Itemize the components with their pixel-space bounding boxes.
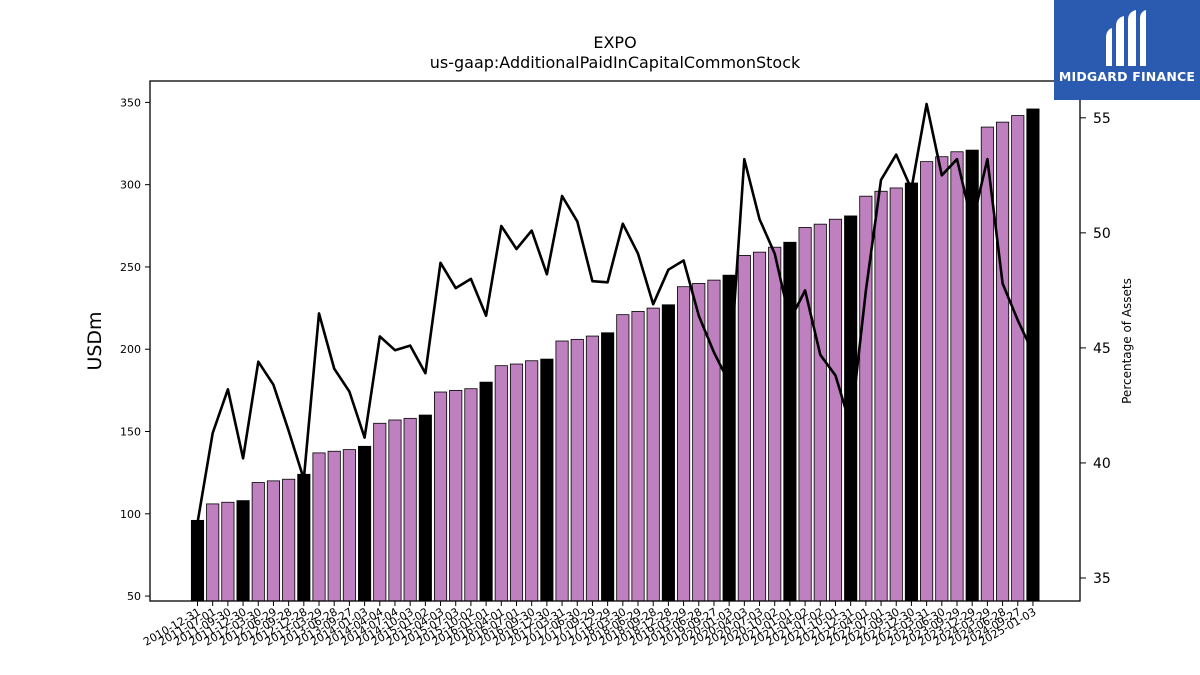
plot-frame: [149, 80, 1081, 602]
bar: [661, 304, 675, 602]
y-tick-label: 50: [127, 590, 141, 603]
bar: [904, 182, 918, 602]
bar: [752, 251, 767, 602]
y-tick-label: 100: [120, 508, 141, 521]
bar: [449, 389, 463, 602]
bar: [327, 450, 341, 602]
bar: [388, 419, 402, 602]
bar: [996, 121, 1010, 602]
y-axis-right: 35 40 45 50 55: [1080, 111, 1111, 587]
bar: [403, 417, 417, 602]
percentage-line: [196, 102, 1035, 524]
x-axis: 2010-12-312011-07-012011-09-302011-12-30…: [141, 601, 1038, 649]
bar: [737, 255, 751, 602]
bar: [965, 149, 979, 602]
bar: [236, 500, 250, 602]
bar: [935, 156, 949, 602]
bar: [190, 519, 205, 602]
bar: [509, 363, 524, 602]
bar: [616, 314, 630, 602]
bar: [1026, 108, 1040, 602]
y-tick-label: 150: [120, 426, 141, 439]
y2-tick-label: 50: [1093, 226, 1111, 242]
bar: [418, 414, 432, 602]
y-tick-label: 350: [120, 96, 141, 109]
y2-tick-label: 35: [1093, 571, 1111, 587]
bar: [889, 187, 903, 602]
y2-tick-label: 55: [1093, 111, 1111, 127]
chart-title: EXPO: [593, 33, 636, 52]
bar: [1011, 115, 1025, 602]
y-axis-label: USDm: [84, 311, 106, 370]
bar: [707, 279, 721, 602]
bar: [282, 478, 296, 602]
y-axis-left: 50 100 150 200 250 300 350: [120, 96, 150, 603]
bar: [464, 388, 478, 602]
bar: [768, 246, 782, 602]
bar: [358, 445, 372, 602]
bar: [373, 422, 387, 602]
chart-subtitle: us-gaap:AdditionalPaidInCapitalCommonSto…: [430, 53, 801, 72]
plot-border: [149, 80, 1081, 602]
bar: [206, 503, 220, 602]
brand-name: MIDGARD FINANCE: [1058, 69, 1196, 84]
bar: [525, 360, 539, 602]
y2-tick-label: 45: [1093, 341, 1111, 357]
bar: [920, 161, 934, 602]
bar: [646, 307, 660, 602]
bar: [312, 452, 326, 602]
brand-logo: MIDGARD FINANCE: [1054, 0, 1200, 100]
bar: [251, 482, 265, 602]
bar: [631, 310, 645, 602]
bar: [555, 340, 569, 602]
bar: [342, 449, 356, 602]
bar: [297, 473, 311, 602]
bar: [540, 358, 554, 602]
y2-tick-label: 40: [1093, 456, 1111, 472]
midgard-logo-icon: [1106, 10, 1146, 66]
bar: [570, 338, 584, 602]
bar: [479, 381, 493, 602]
bar: [266, 480, 280, 602]
line-series: [196, 102, 1035, 524]
bar: [798, 227, 812, 602]
bar: [433, 391, 448, 602]
y-tick-label: 300: [120, 179, 141, 192]
y-tick-label: 250: [120, 261, 141, 274]
bar: [950, 151, 964, 602]
bar: [494, 365, 508, 602]
bar: [813, 223, 827, 602]
bar: [828, 218, 843, 602]
bar: [692, 283, 706, 602]
bar: [874, 190, 888, 602]
bar: [677, 286, 691, 602]
y-tick-label: 200: [120, 343, 141, 356]
bar: [601, 332, 615, 602]
bar: [585, 335, 599, 602]
y2-axis-label: Percentage of Assets: [1120, 278, 1134, 404]
bar: [221, 501, 235, 602]
